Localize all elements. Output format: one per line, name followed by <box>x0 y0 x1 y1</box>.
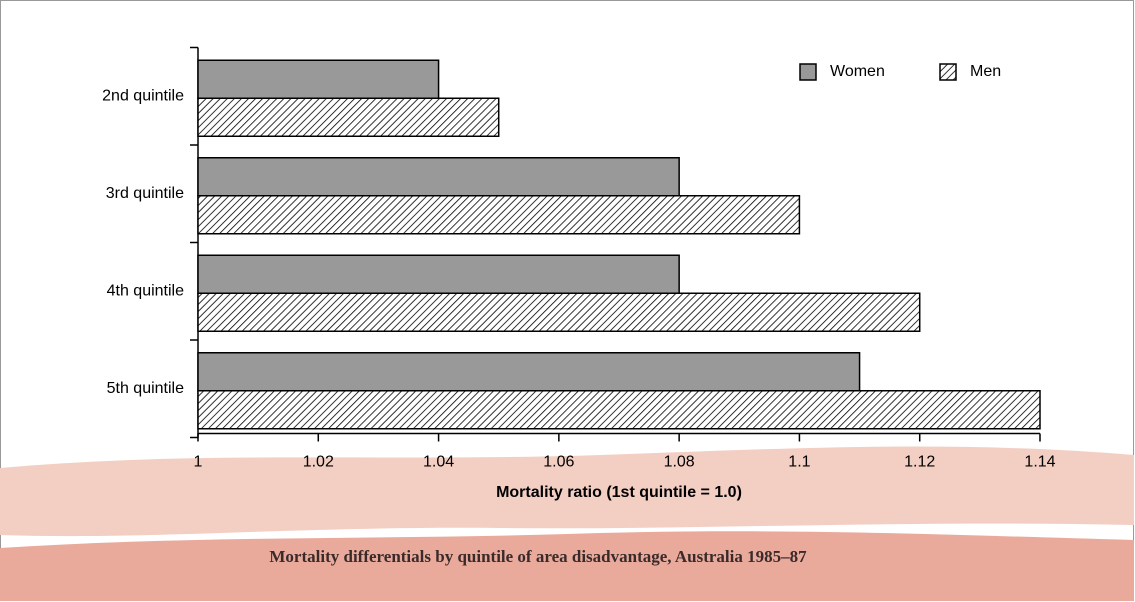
x-tick-label: 1.06 <box>543 454 574 471</box>
legend-label: Women <box>830 63 885 80</box>
y-tick-label: 5th quintile <box>107 380 184 397</box>
y-tick-label: 4th quintile <box>107 282 184 299</box>
y-tick-label: 3rd quintile <box>106 185 184 202</box>
bar <box>198 158 679 196</box>
legend-swatch <box>800 64 816 80</box>
legend-label: Men <box>970 63 1001 80</box>
x-tick-label: 1.08 <box>664 454 695 471</box>
bar <box>198 293 920 331</box>
x-tick-label: 1.14 <box>1024 454 1055 471</box>
bar <box>198 391 1040 429</box>
x-tick-label: 1.04 <box>423 454 454 471</box>
background-wave <box>0 531 1134 601</box>
legend-swatch <box>940 64 956 80</box>
bar <box>198 255 679 293</box>
x-tick-label: 1.02 <box>303 454 334 471</box>
y-tick-label: 2nd quintile <box>102 87 184 104</box>
caption: Mortality differentials by quintile of a… <box>269 547 807 566</box>
x-tick-label: 1.1 <box>788 454 810 471</box>
bar <box>198 353 860 391</box>
bar <box>198 196 799 234</box>
x-axis-label: Mortality ratio (1st quintile = 1.0) <box>496 484 742 501</box>
bar <box>198 60 439 98</box>
x-tick-label: 1 <box>194 454 203 471</box>
bar <box>198 98 499 136</box>
x-tick-label: 1.12 <box>904 454 935 471</box>
chart: Mortality differentials by quintile of a… <box>0 0 1135 602</box>
